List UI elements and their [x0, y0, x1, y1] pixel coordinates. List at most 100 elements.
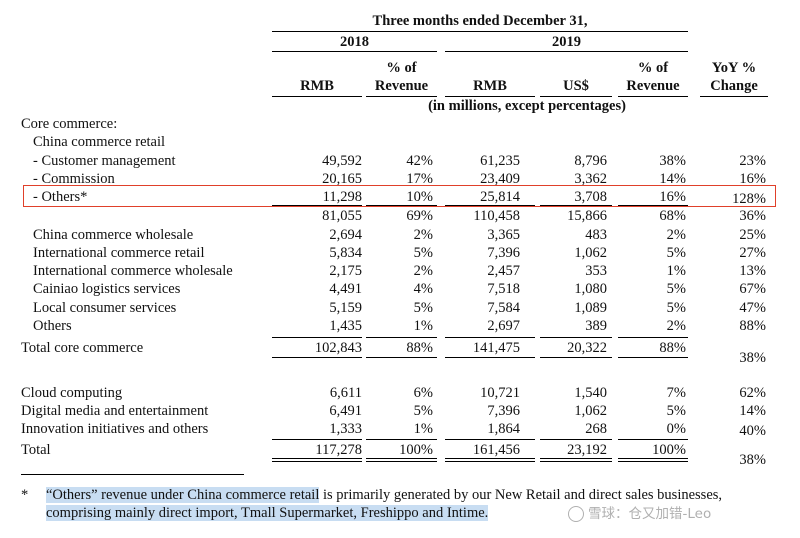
col-rule [366, 96, 437, 97]
cell-pct18: 88% [406, 340, 433, 356]
total-rule [366, 439, 437, 440]
cell-pct18: 5% [413, 403, 433, 419]
cell-yoy: 38% [739, 350, 766, 366]
cell-yoy: 36% [739, 208, 766, 224]
cell-usd19: 389 [585, 318, 607, 334]
row-label: Others [33, 318, 72, 334]
cell-rmb18: 20,165 [322, 171, 362, 187]
cell-rmb19: 110,458 [473, 208, 520, 224]
total-rule [618, 439, 688, 440]
core-total-underline [272, 357, 362, 358]
col-rule [700, 96, 768, 97]
cell-yoy: 14% [739, 403, 766, 419]
col-pct-2018-line1: % of [386, 60, 417, 76]
watermark-logo-icon [568, 506, 584, 522]
cell-pct19: 38% [659, 153, 686, 169]
cell-usd19: 23,192 [567, 442, 607, 458]
cell-usd19: 268 [585, 421, 607, 437]
cell-rmb19: 3,365 [487, 227, 520, 243]
core-commerce-label: Core commerce: [21, 116, 118, 132]
row-label: Cainiao logistics services [33, 281, 181, 297]
col-yoy-line1: YoY % [711, 60, 757, 76]
cell-usd19: 1,089 [574, 300, 607, 316]
col-yoy-line2: Change [710, 78, 758, 94]
cell-pct19: 14% [659, 171, 686, 187]
row-label: - Commission [33, 171, 115, 187]
footnote-separator [21, 474, 244, 475]
cell-pct19: 5% [666, 300, 686, 316]
cell-pct19: 88% [659, 340, 686, 356]
cell-pct18: 100% [399, 442, 433, 458]
core-total-rule [540, 337, 612, 338]
cell-yoy: 47% [739, 300, 766, 316]
cell-rmb18: 2,175 [329, 263, 362, 279]
cell-pct19: 16% [659, 189, 686, 205]
subtotal-rule [445, 205, 535, 206]
year-2018-header: 2018 [340, 34, 369, 50]
highlight-box [23, 185, 776, 207]
row-label: - Others* [33, 189, 88, 205]
row-label: China commerce wholesale [33, 227, 194, 243]
row-label: Total [21, 442, 51, 458]
cell-rmb18: 5,159 [329, 300, 362, 316]
col-pct-2018-line2: Revenue [374, 78, 429, 94]
cell-yoy: 27% [739, 245, 766, 261]
cell-rmb19: 10,721 [480, 385, 520, 401]
row-label: International commerce wholesale [33, 263, 233, 279]
cell-rmb18: 5,834 [329, 245, 362, 261]
cell-rmb19: 161,456 [472, 442, 520, 458]
cell-yoy: 62% [739, 385, 766, 401]
cell-yoy: 23% [739, 153, 766, 169]
core-total-underline [445, 357, 535, 358]
subtotal-rule [272, 205, 362, 206]
total-rule [272, 439, 362, 440]
year-2019-header: 2019 [552, 34, 581, 50]
row-label: Innovation initiatives and others [21, 421, 209, 437]
col-rule [540, 96, 612, 97]
row-label: Local consumer services [33, 300, 177, 316]
total-rule [540, 439, 612, 440]
cell-rmb19: 7,396 [487, 403, 520, 419]
cell-yoy: 88% [739, 318, 766, 334]
cell-rmb18: 117,278 [315, 442, 362, 458]
col-pct-2019-line1: % of [637, 60, 669, 76]
cell-usd19: 8,796 [574, 153, 607, 169]
total-rule [445, 439, 535, 440]
row-label: Cloud computing [21, 385, 123, 401]
cell-rmb18: 81,055 [322, 208, 362, 224]
cell-pct19: 7% [666, 385, 686, 401]
cell-rmb18: 102,843 [314, 340, 362, 356]
cell-usd19: 483 [585, 227, 607, 243]
cell-rmb18: 1,333 [329, 421, 362, 437]
cell-pct19: 5% [666, 403, 686, 419]
col-rmb-2018: RMB [300, 78, 334, 94]
core-total-rule [272, 337, 362, 338]
col-pct-2019-line2: Revenue [626, 78, 680, 94]
cell-rmb18: 6,611 [329, 385, 362, 401]
row-label: Total core commerce [21, 340, 144, 356]
watermark: 雪球：仓又加错-Leo [568, 505, 711, 523]
cell-pct18: 6% [413, 385, 433, 401]
cell-rmb19: 25,814 [480, 189, 520, 205]
col-rule [272, 96, 362, 97]
cell-rmb19: 2,457 [487, 263, 520, 279]
cell-rmb18: 4,491 [329, 281, 362, 297]
row-label: - Customer management [33, 153, 176, 169]
cell-pct18: 2% [413, 263, 433, 279]
cell-usd19: 1,062 [574, 245, 607, 261]
cell-pct18: 42% [406, 153, 433, 169]
row-label: International commerce retail [33, 245, 205, 261]
cell-rmb19: 7,518 [487, 281, 520, 297]
cell-yoy: 40% [739, 423, 766, 439]
cell-pct19: 1% [666, 263, 686, 279]
cell-pct18: 1% [413, 421, 433, 437]
core-total-rule [618, 337, 688, 338]
total-double-rule [540, 458, 612, 462]
cell-pct18: 4% [413, 281, 433, 297]
cell-usd19: 1,540 [574, 385, 607, 401]
cell-pct19: 2% [666, 318, 686, 334]
cell-pct19: 0% [666, 421, 686, 437]
cell-rmb18: 6,491 [329, 403, 362, 419]
cell-pct18: 2% [413, 227, 433, 243]
cell-rmb18: 11,298 [322, 189, 362, 205]
